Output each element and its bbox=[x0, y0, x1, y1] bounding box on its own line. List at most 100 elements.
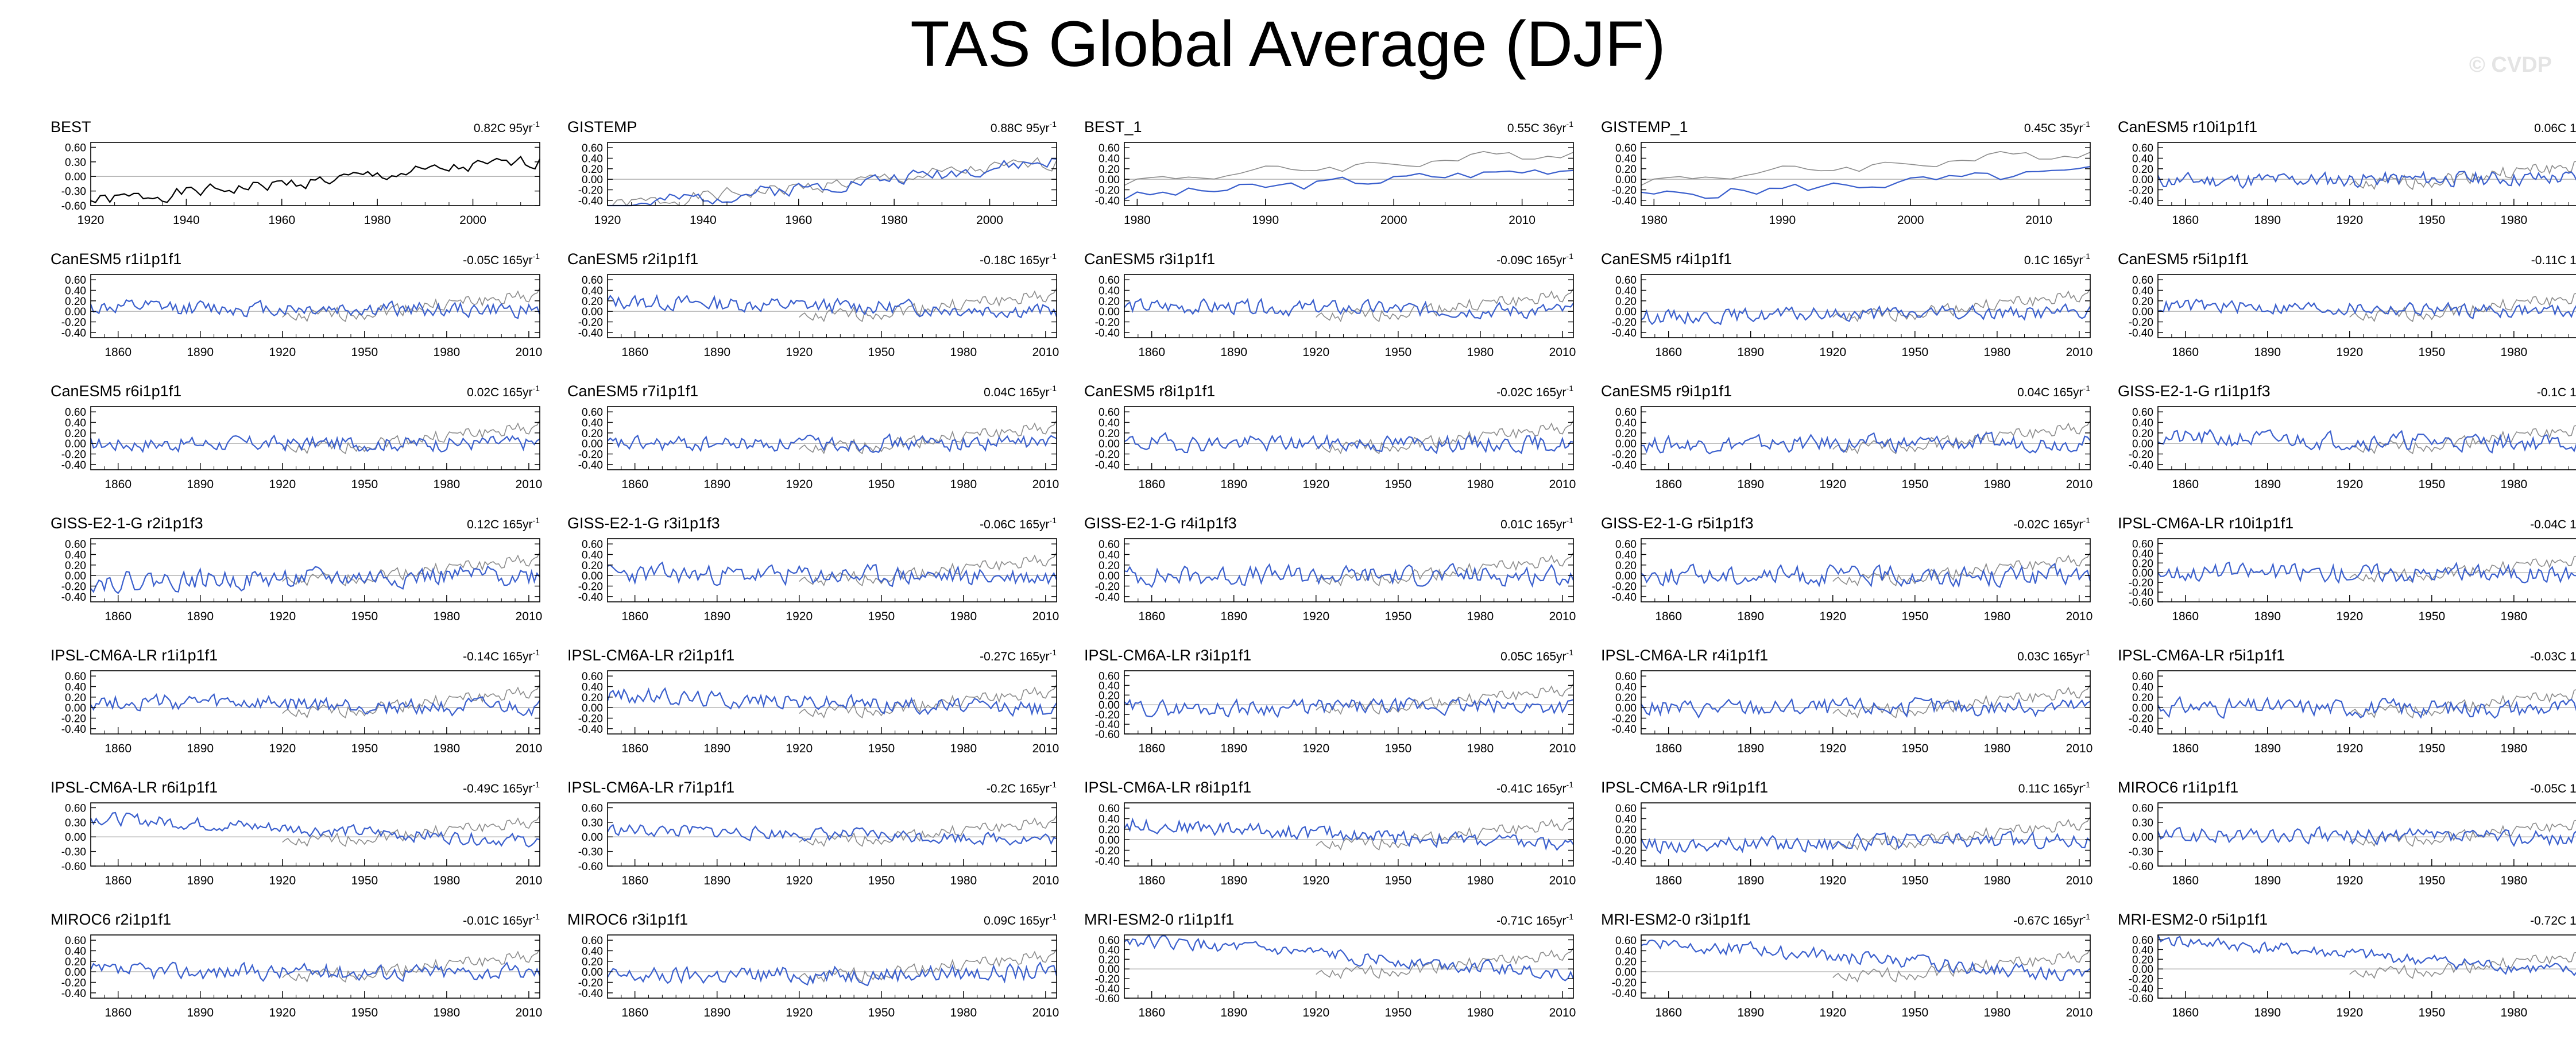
x-tick-label: 1980 bbox=[2501, 346, 2528, 359]
y-tick-label: 0.20 bbox=[2132, 296, 2153, 308]
y-tick-label: 0.00 bbox=[1099, 306, 1120, 318]
trend-label: -0.18C 165yr-1 bbox=[980, 252, 1057, 267]
panel-title: IPSL-CM6A-LR r10i1p1f1 bbox=[2118, 515, 2293, 532]
x-tick-label: 2010 bbox=[516, 874, 543, 887]
y-tick-label: 0.40 bbox=[582, 285, 603, 297]
y-tick-label: 0.30 bbox=[65, 817, 86, 829]
y-tick-label: 0.60 bbox=[2132, 275, 2153, 287]
x-tick-label: 1950 bbox=[1901, 874, 1928, 887]
y-tick-label: -0.40 bbox=[1095, 719, 1120, 731]
x-tick-label: 1920 bbox=[1819, 478, 1846, 491]
x-tick-label: 1860 bbox=[105, 478, 131, 491]
plot-frame bbox=[2157, 274, 2576, 338]
plot-frame bbox=[90, 274, 540, 338]
y-tick-label: 0.00 bbox=[1099, 699, 1120, 712]
trend-label: -0.02C 165yr-1 bbox=[1496, 384, 1573, 399]
observed-overlay-line bbox=[2349, 952, 2576, 979]
y-tick-label: -0.40 bbox=[578, 724, 603, 736]
trend-label: -0.2C 165yr-1 bbox=[987, 780, 1057, 795]
y-tick-label: -0.20 bbox=[1612, 449, 1637, 461]
y-tick-label: 0.60 bbox=[582, 142, 603, 154]
chart-panel: MRI-ESM2-0 r5i1p1f1 -0.72C 165yr-1 0.600.4… bbox=[2107, 907, 2576, 1037]
y-tick-label: 0.60 bbox=[1615, 803, 1637, 815]
y-tick-label: -0.40 bbox=[578, 327, 603, 339]
y-tick-label: 0.60 bbox=[1615, 539, 1637, 551]
y-tick-label: 0.20 bbox=[65, 428, 86, 440]
x-tick-label: 2010 bbox=[2066, 478, 2093, 491]
observed-overlay-line bbox=[1832, 816, 2091, 851]
x-tick-label: 1950 bbox=[1384, 1006, 1411, 1019]
y-tick-label: 0.30 bbox=[2132, 817, 2153, 829]
chart-svg: GISS-E2-1-G r4i1p1f3 0.01C 165yr-1 0.600.4… bbox=[1084, 515, 1576, 623]
panel-title: GISS-E2-1-G r1i1p1f3 bbox=[2118, 382, 2271, 400]
series-line bbox=[1124, 169, 1574, 200]
y-tick-label: -0.20 bbox=[2129, 713, 2153, 725]
y-tick-label: -0.60 bbox=[2129, 993, 2153, 1005]
x-tick-label: 1860 bbox=[2172, 874, 2199, 887]
chart-panel: IPSL-CM6A-LR r8i1p1f1 -0.41C 165yr-1 0.60 0… bbox=[1074, 775, 1583, 905]
chart-panel: CanESM5 r2i1p1f1 -0.18C 165yr-1 0.60 0.40 0.… bbox=[557, 247, 1066, 377]
x-tick-label: 1980 bbox=[1984, 610, 2011, 623]
x-tick-label: 1860 bbox=[1655, 874, 1682, 887]
y-tick-label: 0.40 bbox=[2132, 548, 2153, 560]
x-tick-label: 1920 bbox=[594, 214, 621, 227]
plot-frame bbox=[607, 670, 1057, 735]
chart-panel: IPSL-CM6A-LR r1i1p1f1 -0.14C 165yr-1 0.60 0… bbox=[40, 643, 549, 773]
x-tick-label: 1980 bbox=[1984, 742, 2011, 755]
observed-overlay-line bbox=[799, 288, 1057, 323]
trend-label: -0.04C 165yr-1 bbox=[2530, 516, 2576, 531]
x-tick-label: 1920 bbox=[269, 478, 296, 491]
x-tick-label: 1950 bbox=[1901, 346, 1928, 359]
x-tick-label: 1980 bbox=[364, 214, 391, 227]
plot-frame bbox=[1641, 142, 2091, 206]
x-tick-label: 2000 bbox=[459, 214, 486, 227]
x-tick-label: 1920 bbox=[1302, 742, 1329, 755]
y-tick-label: -0.40 bbox=[578, 592, 603, 604]
x-tick-label: 1950 bbox=[2418, 742, 2445, 755]
y-tick-label: 0.60 bbox=[2132, 671, 2153, 683]
x-tick-label: 2010 bbox=[516, 742, 543, 755]
observed-overlay-line bbox=[1316, 947, 1574, 979]
x-tick-label: 1860 bbox=[1138, 610, 1165, 623]
panel-title: IPSL-CM6A-LR r7i1p1f1 bbox=[567, 779, 734, 796]
x-tick-label: 1860 bbox=[621, 610, 648, 623]
x-tick-label: 1920 bbox=[786, 610, 813, 623]
x-tick-label: 1890 bbox=[1220, 346, 1247, 359]
observed-overlay-line bbox=[607, 157, 1057, 207]
observed-overlay-line bbox=[799, 948, 1057, 983]
plot-frame bbox=[90, 406, 540, 470]
x-tick-label: 1920 bbox=[2336, 1006, 2363, 1019]
plot-frame bbox=[1641, 670, 2091, 735]
panel-title: GISS-E2-1-G r2i1p1f3 bbox=[51, 515, 203, 532]
x-tick-label: 2010 bbox=[1549, 742, 1576, 755]
x-tick-label: 1980 bbox=[434, 874, 461, 887]
y-tick-label: -0.20 bbox=[578, 581, 603, 593]
y-tick-label: 0.60 bbox=[2132, 407, 2153, 419]
chart-panel: GISS-E2-1-G r3i1p1f3 -0.06C 165yr-1 0.60 0.… bbox=[557, 511, 1066, 641]
series-line bbox=[1641, 940, 2091, 981]
chart-panel: CanESM5 r3i1p1f1 -0.09C 165yr-1 0.60 0.40 0.… bbox=[1074, 247, 1583, 377]
y-tick-label: -0.40 bbox=[2129, 724, 2153, 736]
x-tick-label: 1890 bbox=[2254, 478, 2281, 491]
chart-panel: IPSL-CM6A-LR r4i1p1f1 0.03C 165yr-1 0.60 0.… bbox=[1591, 643, 2099, 773]
x-tick-label: 2010 bbox=[1549, 874, 1576, 887]
y-tick-label: -0.20 bbox=[1612, 317, 1637, 329]
x-tick-label: 1860 bbox=[621, 346, 648, 359]
y-tick-label: -0.40 bbox=[1612, 724, 1637, 736]
y-tick-label: -0.20 bbox=[2129, 449, 2153, 461]
x-tick-label: 1960 bbox=[785, 214, 812, 227]
x-tick-label: 2010 bbox=[1032, 478, 1059, 491]
panel-title: IPSL-CM6A-LR r5i1p1f1 bbox=[2118, 647, 2285, 664]
panel-title: MIROC6 r1i1p1f1 bbox=[2118, 779, 2238, 796]
chart-panel: GISS-E2-1-G r1i1p1f3 -0.1C 165yr-1 0.600.4… bbox=[2107, 379, 2576, 509]
x-tick-label: 1920 bbox=[786, 874, 813, 887]
x-tick-label: 1980 bbox=[950, 610, 977, 623]
y-tick-label: 0.60 bbox=[1615, 671, 1637, 683]
x-tick-label: 1980 bbox=[950, 346, 977, 359]
observed-overlay-line bbox=[1641, 150, 2091, 186]
y-tick-label: 0.40 bbox=[65, 418, 86, 430]
x-tick-label: 1920 bbox=[269, 742, 296, 755]
x-tick-label: 1950 bbox=[2418, 346, 2445, 359]
x-tick-label: 1860 bbox=[2172, 610, 2199, 623]
y-tick-label: 0.40 bbox=[1615, 285, 1637, 297]
